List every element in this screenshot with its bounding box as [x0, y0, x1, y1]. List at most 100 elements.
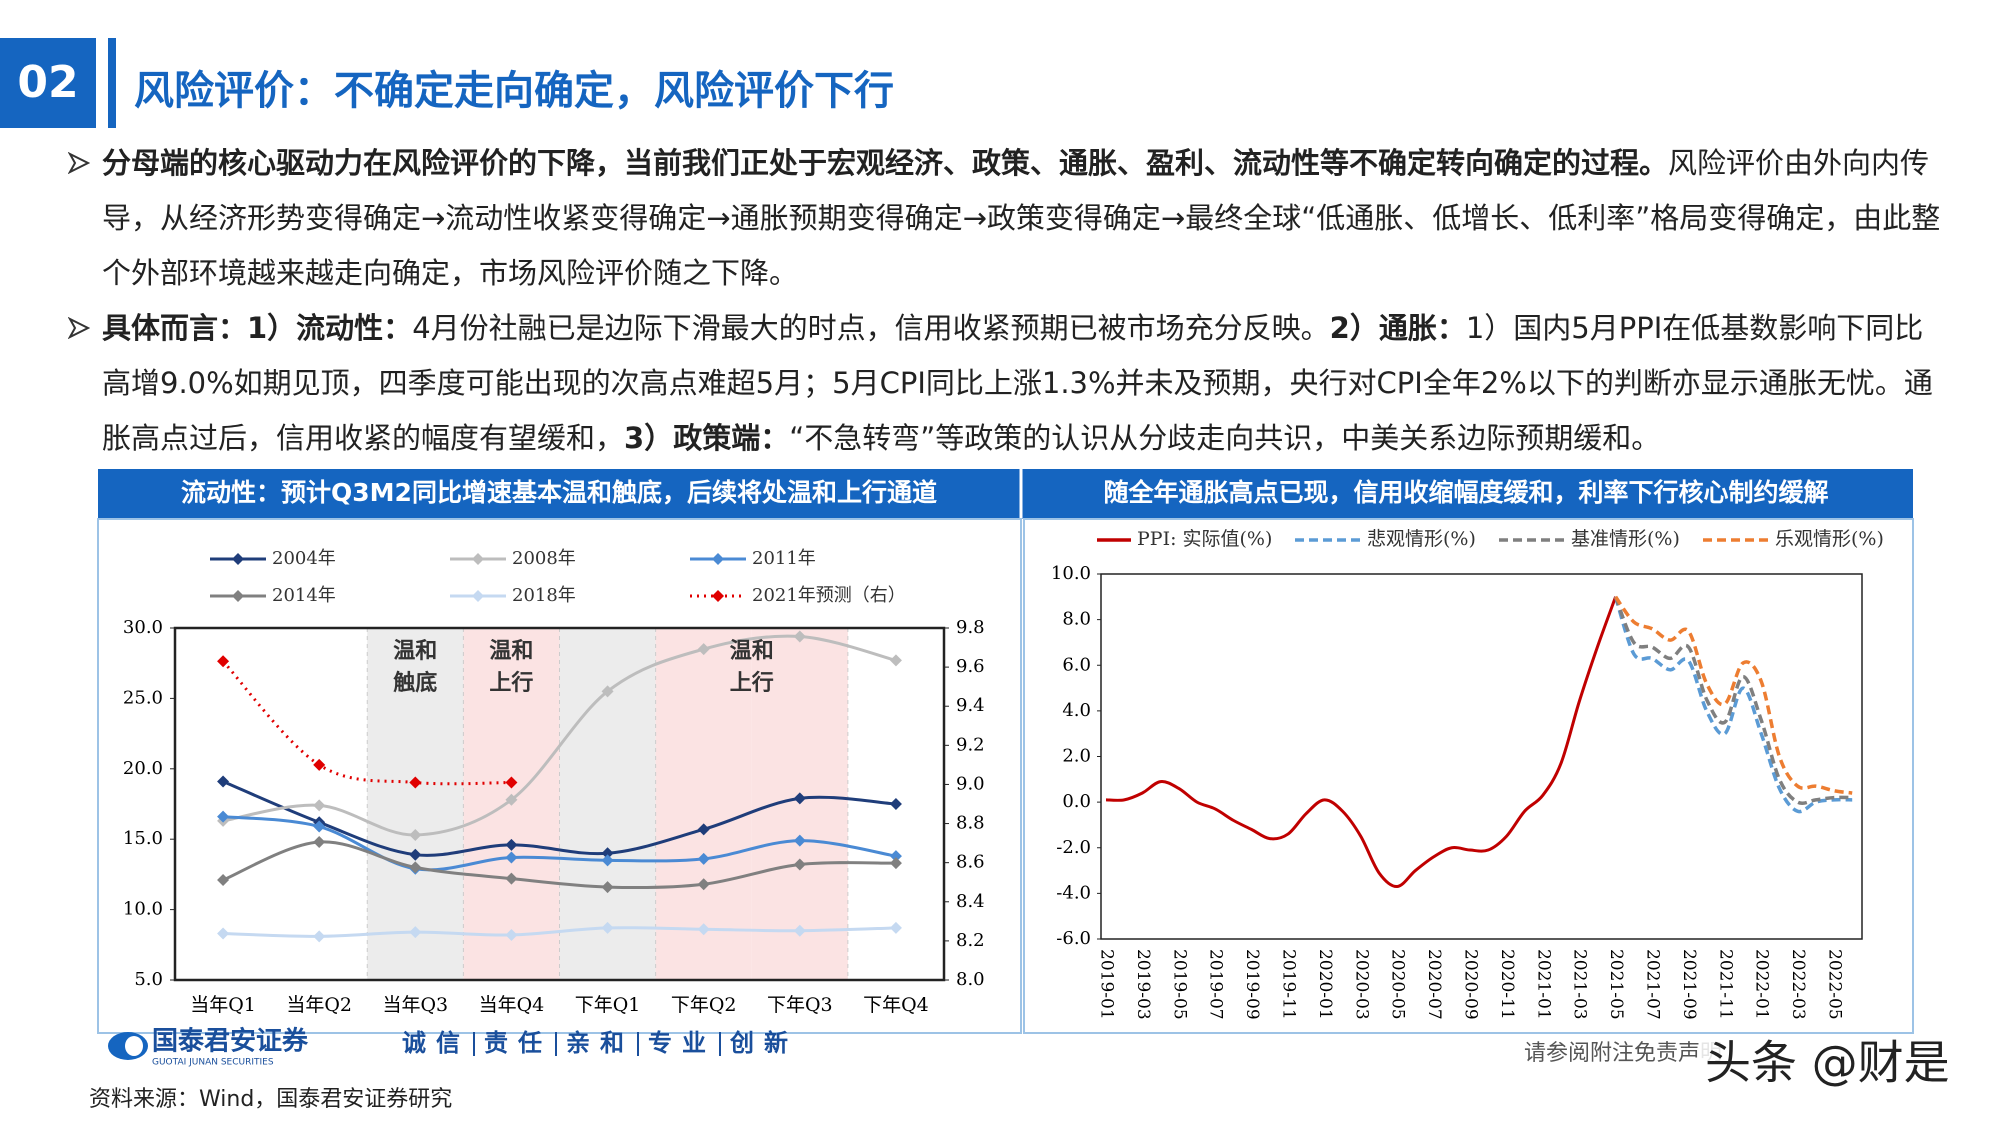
y-tick-label: 2.0 [1062, 746, 1091, 767]
x-tick-label: 2021-07 [1643, 949, 1663, 1020]
x-tick-label: 2020-05 [1388, 949, 1408, 1020]
point-marker [505, 851, 518, 864]
y2-tick-label: 9.0 [956, 773, 985, 794]
text: 4月份社融已是边际下滑最大的时点，信用收紧预期已被市场充分反映。 [412, 311, 1330, 345]
legend-label: 2011年 [752, 548, 816, 569]
company-value: 亲和 [566, 1029, 634, 1057]
point-marker [313, 799, 326, 812]
x-tick-label: 2022-01 [1752, 949, 1772, 1020]
y2-tick-label: 8.4 [956, 891, 985, 912]
point-marker [505, 928, 518, 941]
point-marker [601, 881, 614, 894]
text: 风险评价由外向内传导，从经济形势变得确定→流动性收紧变得确定→通胀预期变得确定→… [102, 146, 1941, 290]
source-note: 资料来源：Wind，国泰君安证券研究 [89, 1087, 452, 1112]
point-marker [217, 775, 230, 788]
company-value: 责任 [484, 1029, 552, 1057]
point-marker [889, 654, 902, 667]
legend-label: 2014年 [272, 585, 336, 606]
bullet-icon [68, 152, 90, 174]
point-marker [793, 792, 806, 805]
bullet-icon [68, 317, 90, 339]
x-tick-label: 当年Q3 [382, 994, 448, 1016]
y2-tick-label: 9.8 [956, 617, 985, 638]
annotation: 上行 [730, 670, 774, 696]
point-marker [697, 923, 710, 936]
x-tick-label: 当年Q1 [190, 994, 256, 1016]
point-marker [889, 798, 902, 810]
y-tick-label: -2.0 [1056, 837, 1091, 858]
point-marker [313, 758, 326, 771]
point-marker [601, 847, 614, 860]
point-marker [793, 858, 806, 871]
legend-label: 2018年 [512, 585, 576, 606]
point-marker [601, 685, 614, 698]
y-tick-label: 10.0 [1051, 563, 1091, 584]
phase-shade [367, 628, 464, 980]
x-tick-label: 2021-05 [1606, 949, 1626, 1020]
section-number: 02 [0, 38, 96, 128]
phase-shade [655, 628, 752, 980]
legend-label: 2021年预测（右） [752, 585, 906, 606]
company-value: 创新 [729, 1029, 798, 1057]
point-marker [793, 834, 806, 847]
panel-title: 流动性：预计Q3M2同比增速基本温和触底，后续将处温和上行通道 [181, 478, 937, 507]
x-tick-label: 2019-05 [1169, 949, 1189, 1020]
y-tick-label: 5.0 [134, 969, 163, 990]
text: 1）国内5月PPI在低基数影响下同比高增9.0%如期见顶，四季度可能出现的次高点… [102, 311, 1933, 455]
y2-tick-label: 9.6 [956, 656, 985, 677]
point-marker [409, 776, 422, 789]
x-tick-label: 2020-11 [1497, 949, 1517, 1020]
x-tick-label: 2019-09 [1242, 949, 1262, 1020]
bullet-paragraph: 分母端的核心驱动力在风险评价的下降，当前我们正处于宏观经济、政策、通胀、盈利、流… [68, 136, 1952, 301]
bold-text: 3）政策端： [624, 421, 790, 455]
page-title: 风险评价：不确定走向确定，风险评价下行 [134, 68, 894, 114]
company-value: 诚信 [402, 1029, 470, 1057]
series-line [223, 926, 896, 938]
y2-tick-label: 8.6 [956, 852, 985, 873]
point-marker [505, 838, 518, 851]
point-marker [505, 872, 518, 885]
y-tick-label: 6.0 [1062, 654, 1091, 675]
plot-frame [173, 626, 946, 982]
x-tick-label: 2022-05 [1825, 949, 1845, 1020]
x-tick-label: 2021-09 [1679, 949, 1699, 1020]
x-tick-label: 2019-07 [1206, 949, 1226, 1020]
y-tick-label: -4.0 [1056, 882, 1091, 903]
logo-text: 国泰君安证券 [152, 1027, 309, 1057]
x-tick-label: 下年Q4 [863, 994, 929, 1016]
chart-right: -6.0 -4.0 -2.0 0.0 2.0 4.0 6.0 8.0 10.0 2019-01 20… [1051, 528, 1884, 1020]
x-tick-label: 2019-11 [1279, 949, 1299, 1020]
bold-text: 2）通胀： [1329, 311, 1466, 345]
x-tick-label: 2020-07 [1424, 949, 1444, 1020]
x-tick-label: 当年Q4 [479, 994, 545, 1016]
point-marker [505, 776, 518, 789]
watermark-bg [1700, 1040, 1970, 1092]
legend-marker [232, 590, 244, 602]
legend-marker [472, 553, 484, 565]
legend-label: 悲观情形(%) [1367, 528, 1476, 550]
watermark: 头条 @财是 [1705, 1036, 1950, 1090]
point-marker [697, 643, 710, 656]
series-line [1105, 596, 1618, 889]
x-tick-label: 2021-03 [1570, 949, 1590, 1020]
y2-tick-label: 9.2 [956, 734, 985, 755]
point-marker [217, 655, 230, 668]
x-tick-label: 当年Q2 [286, 994, 352, 1016]
x-tick-label: 2019-03 [1133, 949, 1153, 1020]
plot-frame [1100, 573, 1863, 940]
point-marker [217, 810, 230, 823]
point-marker [409, 848, 422, 861]
company-value: 专业 [648, 1029, 716, 1057]
point-marker [889, 857, 902, 870]
text: “不急转弯”等政策的认识从分歧走向共识，中美关系边际预期缓和。 [789, 421, 1661, 455]
body-text: 分母端的核心驱动力在风险评价的下降，当前我们正处于宏观经济、政策、通胀、盈利、流… [68, 136, 1952, 466]
annotation: 温和 [730, 638, 774, 664]
y-tick-label: 30.0 [123, 617, 163, 638]
bullet-paragraph: 具体而言：1）流动性：4月份社融已是边际下滑最大的时点，信用收紧预期已被市场充分… [68, 301, 1952, 466]
point-marker [217, 927, 230, 940]
x-tick-label: 2020-01 [1315, 949, 1335, 1020]
point-marker [889, 850, 902, 863]
series-line [222, 634, 897, 837]
